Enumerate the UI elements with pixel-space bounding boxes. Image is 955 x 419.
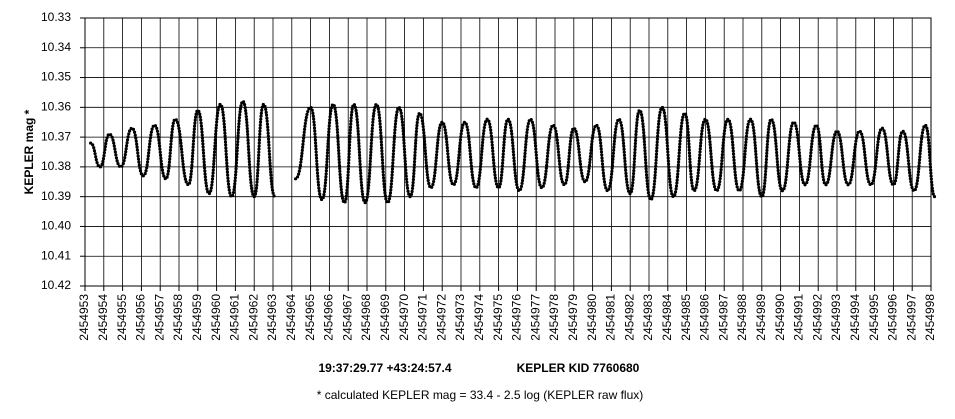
object-name: KEPLER KID 7760680 <box>517 361 640 375</box>
x-tick-label: 2454978 <box>547 294 561 341</box>
x-tick-label: 2454970 <box>397 294 411 341</box>
x-tick-label: 2454976 <box>510 294 524 341</box>
x-tick-label: 2454990 <box>773 294 787 341</box>
x-tick-label: 2454979 <box>566 294 580 341</box>
y-tick-label: 10.33 <box>41 10 71 24</box>
x-tick-label: 2454957 <box>152 294 166 341</box>
x-tick-label: 2454972 <box>434 294 448 341</box>
y-tick-label: 10.39 <box>41 189 71 203</box>
x-tick-label: 2454958 <box>171 294 185 341</box>
x-tick-label: 2454973 <box>453 294 467 341</box>
x-tick-label: 2454968 <box>359 294 373 341</box>
x-tick-label: 2454980 <box>585 294 599 341</box>
x-tick-label: 2454975 <box>491 294 505 341</box>
x-tick-label: 2454953 <box>77 294 91 341</box>
x-tick-label: 2454997 <box>904 294 918 341</box>
x-tick-label: 2454969 <box>378 294 392 341</box>
x-tick-label: 2454982 <box>622 294 636 341</box>
x-tick-label: 2454992 <box>810 294 824 341</box>
x-tick-label: 2454991 <box>792 294 806 341</box>
x-tick-label: 2454961 <box>228 294 242 341</box>
x-tick-label: 2454993 <box>829 294 843 341</box>
y-tick-label: 10.38 <box>41 159 71 173</box>
x-tick-label: 2454955 <box>115 294 129 341</box>
x-tick-label: 2454995 <box>867 294 881 341</box>
x-tick-label: 2454981 <box>604 294 618 341</box>
x-tick-label: 2454965 <box>303 294 317 341</box>
x-tick-label: 2454984 <box>660 294 674 341</box>
x-tick-label: 2454962 <box>246 294 260 341</box>
x-tick-label: 2454994 <box>848 294 862 341</box>
y-tick-label: 10.35 <box>41 70 71 84</box>
x-tick-label: 2454963 <box>265 294 279 341</box>
y-tick-label: 10.40 <box>41 219 71 233</box>
y-axis-label: KEPLER mag * <box>22 109 36 194</box>
x-tick-label: 2454960 <box>209 294 223 341</box>
x-tick-label: 2454954 <box>96 294 110 341</box>
x-tick-label: 2454986 <box>698 294 712 341</box>
x-tick-label: 2454974 <box>472 294 486 341</box>
y-tick-label: 10.42 <box>41 278 71 292</box>
y-tick-label: 10.41 <box>41 248 71 262</box>
x-tick-label: 2454988 <box>735 294 749 341</box>
x-tick-label: 2454985 <box>679 294 693 341</box>
y-tick-label: 10.37 <box>41 129 71 143</box>
x-tick-label: 2454989 <box>754 294 768 341</box>
y-tick-label: 10.36 <box>41 100 71 114</box>
y-tick-label: 10.34 <box>41 40 71 54</box>
x-tick-label: 2454964 <box>284 294 298 341</box>
coordinates: 19:37:29.77 +43:24:57.4 <box>318 361 451 375</box>
x-tick-label: 2454966 <box>322 294 336 341</box>
x-tick-label: 2454983 <box>641 294 655 341</box>
x-tick-label: 2454996 <box>886 294 900 341</box>
x-tick-label: 2454987 <box>716 294 730 341</box>
light-curve <box>89 99 937 205</box>
x-tick-label: 2454971 <box>416 294 430 341</box>
x-tick-label: 2454959 <box>190 294 204 341</box>
x-tick-label: 2454956 <box>134 294 148 341</box>
x-tick-label: 2454967 <box>340 294 354 341</box>
footnote: * calculated KEPLER mag = 33.4 - 2.5 log… <box>317 388 644 402</box>
x-tick-label: 2454998 <box>923 294 937 341</box>
x-tick-label: 2454977 <box>528 294 542 341</box>
